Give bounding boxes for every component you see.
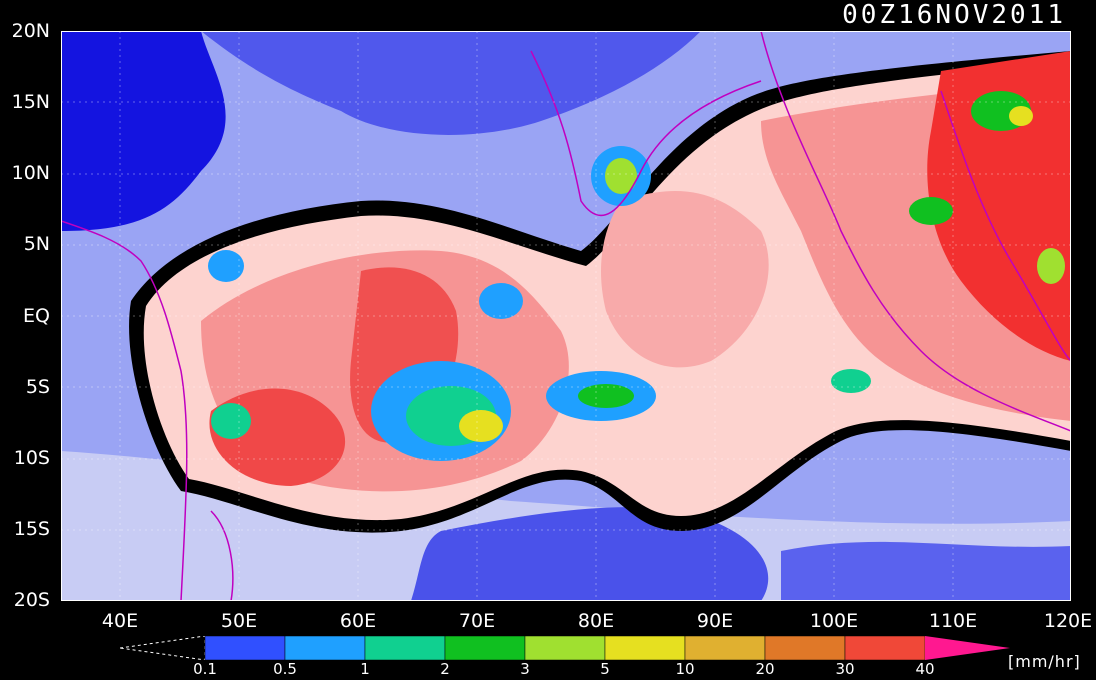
lon-label: 80E [577,610,615,632]
dry-region-northwest [61,31,226,231]
coastline [760,31,1071,432]
convective-cell [459,410,503,442]
colorbar-upper-extension [925,636,1010,660]
colorbar-tick-label: 0.5 [273,660,297,678]
convective-cell [208,250,244,282]
colorbar-swatch [844,636,926,660]
lat-label: EQ [23,305,50,327]
lat-label: 10S [13,447,50,469]
colorbar [120,636,1010,660]
coastline [530,50,762,217]
lon-label: 40E [101,610,139,632]
colorbar-tick-label: 40 [915,660,935,678]
convective-cell [831,369,871,393]
colorbar-swatch [204,636,286,660]
coastline [940,90,1071,362]
lon-label: 70E [458,610,496,632]
colorbar-tick-label: 30 [835,660,855,678]
lon-label: 110E [928,610,978,632]
convective-cell [578,384,634,408]
coastline [210,510,234,601]
colorbar-swatch [764,636,846,660]
colorbar-swatch [284,636,366,660]
convective-cell [909,197,953,225]
colorbar-swatch [524,636,606,660]
lat-label: 10N [11,162,50,184]
colorbar-tick-label: 3 [520,660,530,678]
map-frame [61,31,1071,601]
dry-region-north [201,31,701,135]
convective-cell [479,283,523,319]
colorbar-swatch [604,636,686,660]
lon-label: 120E [1043,610,1093,632]
graticule [61,31,1071,601]
convective-cell [211,403,251,439]
colorbar-tick-label: 10 [675,660,695,678]
lat-label: 15N [11,91,50,113]
lon-label: 60E [339,610,377,632]
precipitation-map [61,31,1071,601]
rain-region-medium-central [601,191,769,368]
colorbar-tick-label: 5 [600,660,610,678]
colorbar-unit: [mm/hr] [1008,652,1081,671]
coastline [61,220,188,601]
lat-label: 5N [23,233,50,255]
colorbar-tick-label: 0.1 [193,660,217,678]
forecast-time-title: 00Z16NOV2011 [842,0,1066,30]
lat-label: 5S [25,376,50,398]
colorbar-lower-extension [120,636,206,660]
colorbar-tick-label: 1 [360,660,370,678]
lat-label: 20N [11,20,50,42]
lat-label: 20S [13,589,50,611]
convective-cell [605,158,637,194]
colorbar-tick-label: 20 [755,660,775,678]
colorbar-tick-label: 2 [440,660,450,678]
convective-cell [1037,248,1065,284]
lon-label: 50E [220,610,258,632]
dry-region-southeast [781,541,1071,601]
lon-label: 100E [809,610,859,632]
colorbar-swatch [364,636,446,660]
rain-region-heavy-east [927,51,1071,361]
colorbar-swatch [444,636,526,660]
lon-label: 90E [696,610,734,632]
colorbar-swatch [684,636,766,660]
lat-label: 15S [13,518,50,540]
convective-cell [1009,106,1033,126]
